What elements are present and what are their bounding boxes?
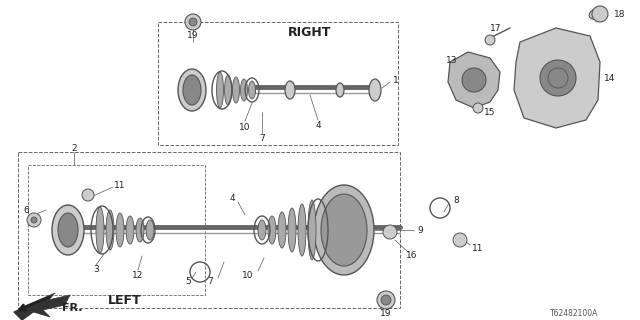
- Text: 12: 12: [132, 270, 144, 279]
- Ellipse shape: [278, 212, 286, 248]
- Text: 11: 11: [472, 244, 484, 252]
- Ellipse shape: [314, 185, 374, 275]
- Text: 19: 19: [188, 30, 199, 39]
- Ellipse shape: [58, 213, 78, 247]
- Polygon shape: [14, 296, 52, 320]
- Text: 19: 19: [380, 308, 392, 317]
- Ellipse shape: [216, 72, 223, 108]
- Ellipse shape: [241, 79, 248, 101]
- Ellipse shape: [298, 204, 306, 256]
- Ellipse shape: [146, 220, 154, 240]
- Text: 1: 1: [393, 76, 399, 84]
- Ellipse shape: [225, 75, 232, 105]
- Ellipse shape: [178, 69, 206, 111]
- Text: 15: 15: [484, 108, 496, 116]
- Polygon shape: [20, 293, 70, 317]
- Circle shape: [462, 68, 486, 92]
- Ellipse shape: [285, 81, 295, 99]
- Ellipse shape: [136, 218, 144, 242]
- Polygon shape: [514, 28, 600, 128]
- Ellipse shape: [248, 81, 255, 99]
- Circle shape: [381, 295, 391, 305]
- Text: 2: 2: [71, 143, 77, 153]
- Ellipse shape: [589, 9, 603, 19]
- Ellipse shape: [308, 200, 316, 260]
- Text: 9: 9: [417, 226, 423, 235]
- Ellipse shape: [116, 213, 124, 247]
- Text: 4: 4: [315, 121, 321, 130]
- Text: 5: 5: [185, 277, 191, 286]
- Ellipse shape: [258, 220, 266, 240]
- Text: RIGHT: RIGHT: [288, 26, 332, 38]
- Text: LEFT: LEFT: [108, 293, 141, 307]
- Circle shape: [485, 35, 495, 45]
- Ellipse shape: [183, 75, 201, 105]
- Ellipse shape: [106, 210, 114, 250]
- Text: FR.: FR.: [62, 303, 83, 313]
- Text: 8: 8: [453, 196, 459, 204]
- Text: T62482100A: T62482100A: [550, 309, 598, 318]
- Text: 11: 11: [115, 180, 125, 189]
- Text: 13: 13: [446, 55, 458, 65]
- Ellipse shape: [288, 208, 296, 252]
- Text: 14: 14: [604, 74, 616, 83]
- Text: 10: 10: [239, 123, 251, 132]
- Circle shape: [189, 18, 197, 26]
- Circle shape: [473, 103, 483, 113]
- Text: 4: 4: [229, 194, 235, 203]
- Text: 18: 18: [614, 10, 625, 19]
- Text: 10: 10: [243, 270, 253, 279]
- Ellipse shape: [321, 194, 367, 266]
- Text: 6: 6: [23, 205, 29, 214]
- Circle shape: [453, 233, 467, 247]
- Circle shape: [31, 217, 37, 223]
- Ellipse shape: [232, 77, 239, 103]
- Text: 16: 16: [406, 251, 418, 260]
- Circle shape: [540, 60, 576, 96]
- Circle shape: [592, 6, 608, 22]
- Text: 7: 7: [259, 133, 265, 142]
- Ellipse shape: [268, 216, 276, 244]
- Circle shape: [185, 14, 201, 30]
- Circle shape: [548, 68, 568, 88]
- Ellipse shape: [96, 207, 104, 253]
- Ellipse shape: [336, 83, 344, 97]
- Circle shape: [383, 225, 397, 239]
- Text: 17: 17: [490, 23, 502, 33]
- Polygon shape: [448, 52, 500, 108]
- Text: 7: 7: [207, 277, 213, 286]
- Text: 3: 3: [93, 266, 99, 275]
- Circle shape: [27, 213, 41, 227]
- Ellipse shape: [126, 216, 134, 244]
- Circle shape: [82, 189, 94, 201]
- Circle shape: [377, 291, 395, 309]
- Ellipse shape: [52, 205, 84, 255]
- Ellipse shape: [369, 79, 381, 101]
